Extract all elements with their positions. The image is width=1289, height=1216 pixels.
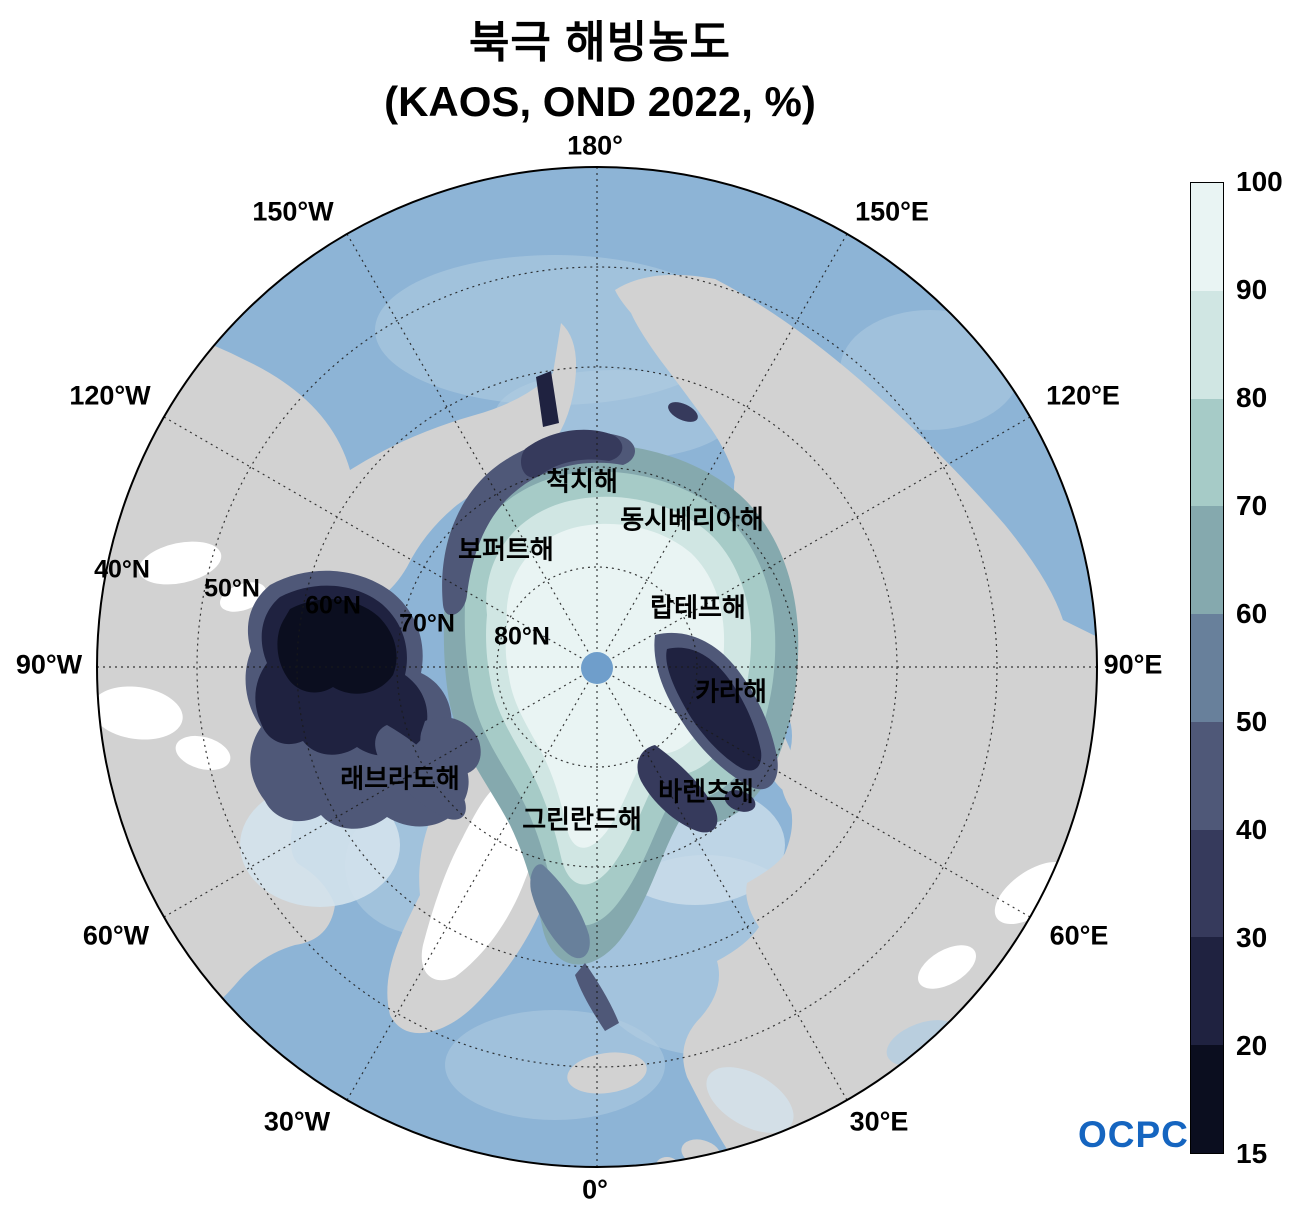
ice-chukchi-slate-arc xyxy=(442,432,635,616)
longitude-label: 120°E xyxy=(1046,380,1120,411)
latitude-label: 60°N xyxy=(305,591,361,620)
sea-label-labrador: 래브라도해 xyxy=(340,763,460,794)
ice-chukchi-dark-core xyxy=(520,429,623,478)
colorbar-tick: 20 xyxy=(1236,1030,1268,1061)
ice-core-90-100 xyxy=(505,523,725,848)
title-block: 북극 해빙농도 (KAOS, OND 2022, %) xyxy=(0,6,1200,126)
colorbar-tick: 80 xyxy=(1236,382,1268,413)
pole-hole xyxy=(581,652,613,684)
arctic-polar-map xyxy=(96,166,1098,1168)
colorbar xyxy=(1190,182,1224,1154)
colorbar-segment xyxy=(1191,398,1223,507)
snow-patch-canada-1 xyxy=(138,541,222,585)
map-graticule xyxy=(97,167,1097,1167)
longitude-label: 60°W xyxy=(82,920,150,951)
colorbar-tick: 15 xyxy=(1236,1138,1268,1169)
longitude-label: 150°W xyxy=(252,196,334,227)
latitude-label: 50°N xyxy=(204,574,260,603)
ice-labrador-black-core xyxy=(277,599,397,694)
colorbar-segment xyxy=(1191,937,1223,1046)
longitude-label: 150°E xyxy=(855,196,929,227)
ice-kara-dark-core xyxy=(666,647,762,771)
snow-patch-canada-4 xyxy=(175,735,231,771)
colorbar-tick: 30 xyxy=(1236,922,1268,953)
map-boundary-circle xyxy=(96,166,1098,1168)
longitude-label: 30°W xyxy=(263,1106,331,1137)
snow-patch-norway-2 xyxy=(918,945,976,989)
land-north-america xyxy=(97,314,577,1065)
colorbar-segment xyxy=(1191,614,1223,722)
sea-label-chukchi: 척치해 xyxy=(546,466,618,497)
greenland-ice-sheet xyxy=(421,783,534,981)
colorbar-tick: 50 xyxy=(1236,706,1268,737)
colorbar-tick: 100 xyxy=(1236,166,1283,197)
longitude-label: 30°E xyxy=(849,1106,909,1137)
ice-chukchi-spike xyxy=(536,371,559,427)
latitude-label: 70°N xyxy=(399,609,455,638)
colorbar-segment xyxy=(1191,1045,1223,1154)
chart-subtitle: (KAOS, OND 2022, %) xyxy=(384,78,816,125)
colorbar-segment xyxy=(1191,290,1223,399)
colorbar-tick: 40 xyxy=(1236,814,1268,845)
latitude-label: 80°N xyxy=(494,622,550,651)
sea-label-greenland: 그린란드해 xyxy=(522,804,642,835)
longitude-label: 90°W xyxy=(15,649,83,680)
longitude-label: 0° xyxy=(582,1174,608,1205)
ice-wrangel-speck xyxy=(668,402,698,422)
colorbar-tick: 70 xyxy=(1236,490,1268,521)
ice-barents-speck xyxy=(724,790,756,812)
ice-egreenland-sliver xyxy=(530,864,590,959)
land-iceland xyxy=(567,1052,647,1094)
sea-label-laptev: 랍테프해 xyxy=(650,592,746,623)
sea-label-beaufort: 보퍼트해 xyxy=(458,534,554,565)
sea-label-barents: 바렌츠해 xyxy=(658,776,754,807)
chart-title: 북극 해빙농도 xyxy=(468,18,732,67)
longitude-label: 120°W xyxy=(69,380,151,411)
sea-label-kara: 카라해 xyxy=(695,676,767,707)
colorbar-tick: 90 xyxy=(1236,274,1268,305)
colorbar-segment xyxy=(1191,183,1223,291)
snow-patch-europe xyxy=(931,1147,983,1167)
ocpc-logo: OCPC xyxy=(1078,1114,1189,1155)
snow-patch-canada-3 xyxy=(97,686,183,740)
ice-barents-hook xyxy=(637,745,718,833)
latitude-label: 40°N xyxy=(94,555,150,584)
colorbar-segment xyxy=(1191,721,1223,830)
ice-labrador-tail xyxy=(375,725,466,820)
colorbar-segment xyxy=(1191,829,1223,938)
sea-label-east-siberian: 동시베리아해 xyxy=(620,504,764,535)
latitude-circle-80N xyxy=(496,566,698,768)
colorbar-segment xyxy=(1191,506,1223,615)
baltic-pale xyxy=(706,1067,794,1133)
longitude-label: 60°E xyxy=(1049,920,1109,951)
latitude-circle-50N xyxy=(196,266,998,1068)
longitude-label: 90°E xyxy=(1103,649,1163,680)
longitude-label: 180° xyxy=(567,130,623,161)
colorbar-tick: 60 xyxy=(1236,598,1268,629)
